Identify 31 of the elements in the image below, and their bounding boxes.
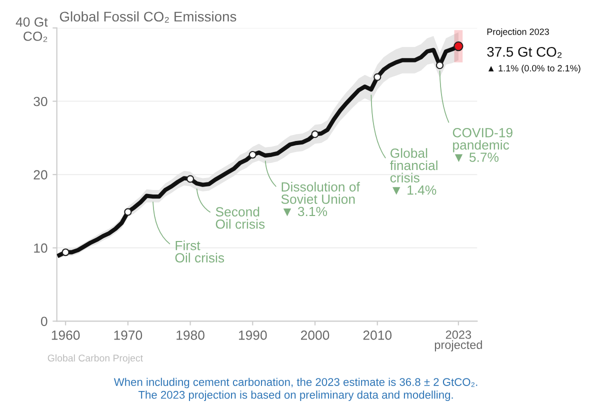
x-tick-label: 1990	[238, 330, 267, 340]
text: Global Carbon Project	[48, 354, 143, 364]
x-tick-label: 1960	[52, 330, 80, 340]
text: When including cement carbonation, the 2023 estimate is 36.8 ± 2 GtCO₂. The 2023 projection is based on preliminary data and modelling.	[114, 378, 478, 401]
x-tick-label: 1970	[114, 330, 142, 340]
point	[454, 41, 464, 52]
point	[124, 208, 132, 216]
x-tick-label: 2023 projected	[434, 330, 482, 352]
y-tick-label: 10	[34, 243, 48, 253]
annotation: Dissolution of Soviet Union ▼ 3.1%	[281, 182, 360, 216]
y-tick-label: 0	[40, 316, 48, 326]
text: 37.5 Gt CO₂	[487, 46, 562, 58]
point	[374, 73, 382, 81]
x-tick-label: 1980	[176, 330, 204, 340]
annotation: Global financial crisis ▼ 1.4%	[390, 148, 438, 195]
point	[62, 248, 70, 256]
x-tick-label: 2010	[363, 330, 392, 340]
point	[311, 130, 319, 138]
chart-title: Global Fossil CO₂ Emissions	[60, 11, 236, 23]
annotation: COVID-19 pandemic ▼ 5.7%	[452, 128, 512, 162]
annotation: First Oil crisis	[175, 240, 224, 263]
text: ▲ 1.1% (0.0% to 2.1%)	[488, 64, 580, 74]
point	[436, 62, 444, 70]
annotation: Second Oil crisis	[216, 206, 265, 229]
text: Projection 2023	[487, 28, 549, 37]
point	[186, 175, 194, 183]
y-tick-label: 40 Gt CO₂	[16, 17, 48, 42]
y-tick-label: 20	[34, 170, 48, 180]
y-tick-label: 30	[34, 96, 48, 106]
x-tick-label: 2000	[301, 330, 330, 340]
point	[248, 150, 256, 159]
